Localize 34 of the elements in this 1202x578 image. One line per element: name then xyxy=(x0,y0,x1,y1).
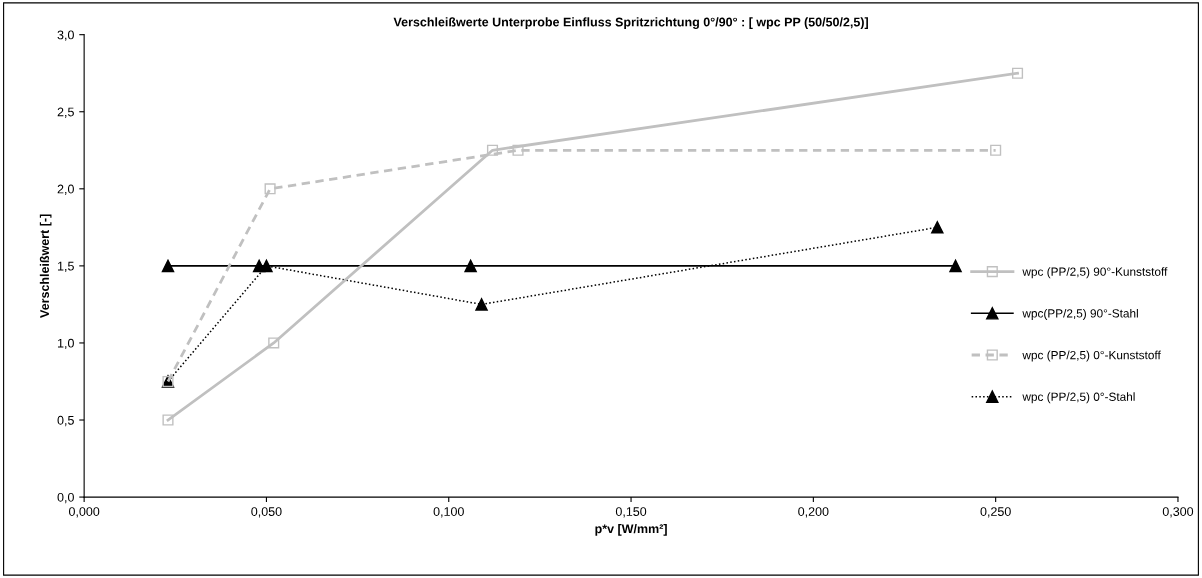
x-tick-label: 0,100 xyxy=(433,507,464,518)
point xyxy=(512,144,524,156)
x-tick-label: 0,050 xyxy=(251,507,282,518)
y-tick-label: 3,0 xyxy=(57,30,74,41)
x-tick-label: 0,150 xyxy=(615,507,647,518)
point xyxy=(464,259,477,273)
y-tick-label: 0,5 xyxy=(57,415,74,427)
point xyxy=(1011,67,1024,79)
y-tick-label: 0,0 xyxy=(57,492,74,504)
legend-label: wpc (PP/2,5) 0°-Stahl xyxy=(1022,392,1135,404)
y-tick-label: 2,0 xyxy=(57,184,74,195)
point xyxy=(949,259,962,273)
point xyxy=(475,298,488,311)
x-tick-label: 0,250 xyxy=(980,507,1011,518)
point xyxy=(486,144,499,156)
chart-title: Verschleißwerte Unterprobe Einfluss Spritzrichtung 0°/90° : [ wpc PP (50/50/2,5)] xyxy=(393,17,868,29)
point xyxy=(931,221,944,234)
y-tick-label: 1,0 xyxy=(58,338,74,350)
x-tick-label: 0,200 xyxy=(798,507,829,518)
point xyxy=(268,337,280,349)
point xyxy=(161,259,175,273)
y-tick-label: 2,5 xyxy=(57,107,74,118)
point xyxy=(264,183,276,195)
point xyxy=(162,414,174,426)
legend-label: wpc(PP/2,5) 90°-Stahl xyxy=(1022,308,1138,320)
x-tick-label: 0,300 xyxy=(1162,507,1194,518)
y-axis-title: Verschleißwert [-] xyxy=(39,214,52,318)
legend-label: wpc (PP/2,5) 0°-Kunststoff xyxy=(1022,350,1161,362)
y-tick-label: 1,5 xyxy=(58,261,74,273)
legend-label: wpc (PP/2,5) 90°-Kunststoff xyxy=(1022,267,1168,279)
point xyxy=(260,259,273,273)
x-axis-title: p*v [W/mm²] xyxy=(595,524,667,536)
point xyxy=(990,144,1002,156)
x-tick-label: 0,000 xyxy=(68,507,100,518)
